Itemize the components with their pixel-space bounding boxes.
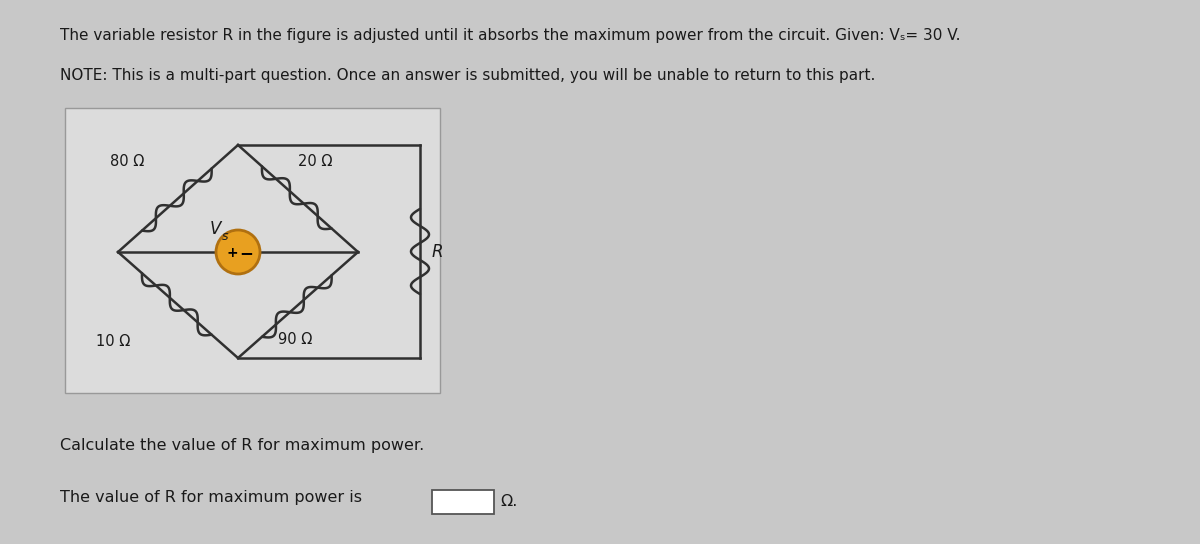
Text: The value of R for maximum power is: The value of R for maximum power is bbox=[60, 490, 362, 505]
Text: 10 Ω: 10 Ω bbox=[96, 335, 131, 349]
Bar bbox=[432, 490, 494, 514]
Text: +: + bbox=[226, 246, 238, 260]
Text: Ω.: Ω. bbox=[500, 494, 517, 510]
Text: V: V bbox=[210, 220, 221, 238]
Text: Calculate the value of R for maximum power.: Calculate the value of R for maximum pow… bbox=[60, 438, 425, 453]
Text: −: − bbox=[239, 244, 253, 262]
Circle shape bbox=[216, 230, 260, 274]
Text: 90 Ω: 90 Ω bbox=[278, 332, 312, 348]
Text: 80 Ω: 80 Ω bbox=[110, 154, 144, 170]
Text: The variable resistor R in the figure is adjusted until it absorbs the maximum p: The variable resistor R in the figure is… bbox=[60, 28, 960, 43]
Text: s: s bbox=[222, 230, 228, 243]
Text: R: R bbox=[432, 243, 444, 261]
Text: NOTE: This is a multi-part question. Once an answer is submitted, you will be un: NOTE: This is a multi-part question. Onc… bbox=[60, 68, 875, 83]
Bar bbox=[65, 108, 440, 393]
Text: 20 Ω: 20 Ω bbox=[298, 154, 332, 170]
